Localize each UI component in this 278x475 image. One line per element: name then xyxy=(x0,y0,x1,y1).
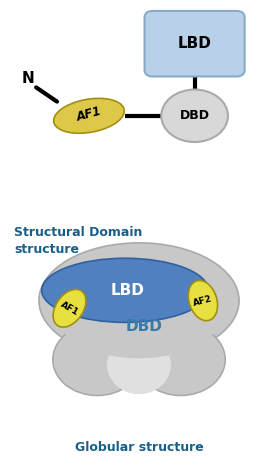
Ellipse shape xyxy=(42,258,208,323)
Text: LBD: LBD xyxy=(178,36,212,51)
Ellipse shape xyxy=(53,323,142,396)
Circle shape xyxy=(107,335,171,394)
Text: AF2: AF2 xyxy=(192,294,214,307)
Ellipse shape xyxy=(136,323,225,396)
Text: DBD: DBD xyxy=(180,109,210,122)
Ellipse shape xyxy=(188,280,218,321)
Text: LBD: LBD xyxy=(111,283,145,298)
Circle shape xyxy=(161,90,228,142)
Ellipse shape xyxy=(39,243,239,358)
Text: AF1: AF1 xyxy=(59,300,80,317)
FancyBboxPatch shape xyxy=(145,11,245,76)
Text: AF1: AF1 xyxy=(75,105,103,124)
Ellipse shape xyxy=(53,289,86,327)
Text: Globular structure: Globular structure xyxy=(75,441,203,455)
Ellipse shape xyxy=(56,268,222,358)
Ellipse shape xyxy=(54,98,124,133)
Text: N: N xyxy=(21,71,34,86)
Text: DBD: DBD xyxy=(126,319,163,334)
Text: Structural Domain
structure: Structural Domain structure xyxy=(14,226,142,256)
